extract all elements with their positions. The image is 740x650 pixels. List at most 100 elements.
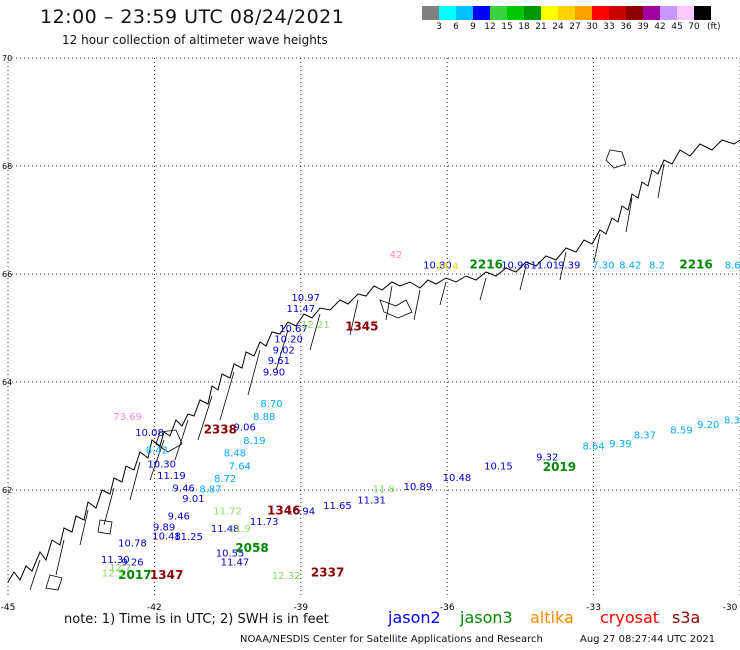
coastline — [7, 139, 740, 591]
wave-height-label: 8.87 — [199, 485, 221, 496]
wave-height-label: 10.78 — [118, 539, 147, 550]
wave-height-label: 9.39 — [558, 261, 580, 272]
legend-label: 27 — [569, 22, 581, 32]
legend-swatch — [677, 6, 694, 20]
longitude-label: -39 — [293, 603, 308, 613]
wave-height-label: 8.72 — [214, 474, 236, 485]
wave-height-label: 8.6 — [725, 261, 740, 272]
wave-height-label: 9.89 — [153, 523, 175, 534]
legend-label: 36 — [620, 22, 632, 32]
legend-swatch — [541, 6, 558, 20]
legend-swatch — [524, 6, 541, 20]
wave-height-label: 11.72 — [213, 506, 242, 517]
legend-swatch — [507, 6, 524, 20]
wave-height-label: 1346 — [267, 503, 300, 517]
longitude-label: -45 — [1, 603, 16, 613]
altimeter-tracks: 9.909.619.0210.2010.6711.4710.979.0610.0… — [101, 250, 740, 582]
wave-height-label: 8.59 — [670, 425, 692, 436]
wave-height-label: 11.8 — [373, 485, 395, 496]
wave-height-label: 10.08 — [135, 428, 164, 439]
wave-height-label: 8.39 — [724, 416, 740, 427]
latitude-label: 62 — [2, 486, 12, 495]
latitude-label: 70 — [2, 54, 12, 63]
wave-height-label: 9.90 — [263, 368, 285, 379]
footer-timestamp: Aug 27 08:27:44 UTC 2021 — [580, 634, 716, 645]
legend-swatch — [660, 6, 677, 20]
wave-height-label: 8.19 — [243, 436, 265, 447]
wave-height-label: 2337 — [311, 565, 344, 579]
wave-height-label: 10.30 — [147, 459, 176, 470]
wave-height-label: 7.30 — [592, 261, 614, 272]
axis-labels: -45 -42 -39 -36 -33 -30 70 68 66 64 62 — [1, 54, 738, 613]
satellite-label-altika: altika — [530, 608, 574, 627]
wave-height-label: 8.2 — [649, 261, 665, 272]
legend-label: 45 — [671, 22, 683, 32]
wave-height-label: 9.39 — [609, 439, 631, 450]
legend-swatch — [422, 6, 439, 20]
wave-height-label: 10.55 — [216, 548, 245, 559]
wave-height-label: 11.31 — [357, 496, 386, 507]
legend-swatch — [439, 6, 456, 20]
wave-height-label: 1347 — [150, 568, 183, 582]
wave-height-label: 24.4 — [436, 262, 458, 273]
legend-unit: (ft) — [707, 22, 721, 32]
wave-height-label: 12.32 — [272, 571, 301, 582]
wave-height-label: 10.98 — [501, 261, 530, 272]
wave-height-label: 8.37 — [634, 431, 656, 442]
legend-label: 42 — [654, 22, 666, 32]
longitude-label: -42 — [147, 603, 162, 613]
legend-label: 33 — [603, 22, 615, 32]
wave-height-label: 12.5 — [102, 568, 124, 579]
wave-height-label: 11.65 — [323, 501, 352, 512]
wave-height-label: 9.46 — [168, 512, 190, 523]
wave-height-label: 9.02 — [273, 345, 295, 356]
legend-label: 21 — [535, 22, 547, 32]
wave-height-label: 2058 — [235, 541, 268, 555]
wave-height-label: 11.9 — [229, 524, 251, 535]
wave-height-label: 2019 — [543, 460, 576, 474]
legend-label: 39 — [637, 22, 649, 32]
wave-height-label: 2216 — [470, 258, 503, 272]
legend-label: 30 — [586, 22, 598, 32]
satellite-label-jason2: jason2 — [388, 608, 441, 627]
legend-swatch — [694, 6, 711, 20]
wave-height-label: 11.48 — [211, 524, 240, 535]
longitude-label: -33 — [586, 603, 601, 613]
satellite-label-cryosat: cryosat — [600, 608, 660, 627]
satellite-label-s3a: s3a — [672, 608, 701, 627]
legend-label: 6 — [453, 22, 459, 32]
greenland-coastline — [7, 139, 740, 583]
wave-height-label: 9.46 — [173, 484, 195, 495]
wave-height-label: 9.32 — [536, 452, 558, 463]
wave-height-label: 11.01 — [530, 261, 559, 272]
wave-height-label: 10.48 — [443, 473, 472, 484]
wave-height-label: 8.70 — [260, 399, 282, 410]
legend-label: 12 — [484, 22, 496, 32]
wave-height-label: 42 — [390, 250, 403, 261]
footnote: note: 1) Time is in UTC; 2) SWH is in fe… — [64, 612, 329, 627]
wave-height-label: 10.97 — [291, 293, 320, 304]
wave-height-label: 8.42 — [619, 261, 641, 272]
footer-source: NOAA/NESDIS Center for Satellite Applica… — [240, 634, 543, 645]
wave-height-label: 9.01 — [182, 494, 204, 505]
legend-label: 24 — [552, 22, 564, 32]
legend-swatch — [575, 6, 592, 20]
legend-label: 70 — [688, 22, 700, 32]
wave-height-label: 10.20 — [274, 335, 303, 346]
longitude-label: -30 — [723, 603, 738, 613]
legend-swatch — [456, 6, 473, 20]
greenland-islands — [45, 149, 627, 591]
wave-height-label: 2338 — [204, 422, 237, 436]
wave-height-label: 11.47 — [286, 304, 315, 315]
legend-label: 18 — [518, 22, 530, 32]
greenland-fjords — [29, 163, 665, 591]
wave-height-label: 10.89 — [404, 482, 433, 493]
wave-height-label: 11.47 — [221, 558, 250, 569]
wave-height-label: 2216 — [679, 258, 712, 272]
wave-height-label: 1345 — [345, 320, 378, 334]
wave-height-label: 12.7 — [109, 563, 131, 574]
wave-height-label: 2017 — [118, 568, 151, 582]
legend-label: 9 — [470, 22, 476, 32]
wave-height-label: 10.94 — [286, 506, 315, 517]
wave-height-label: 9.61 — [268, 356, 290, 367]
